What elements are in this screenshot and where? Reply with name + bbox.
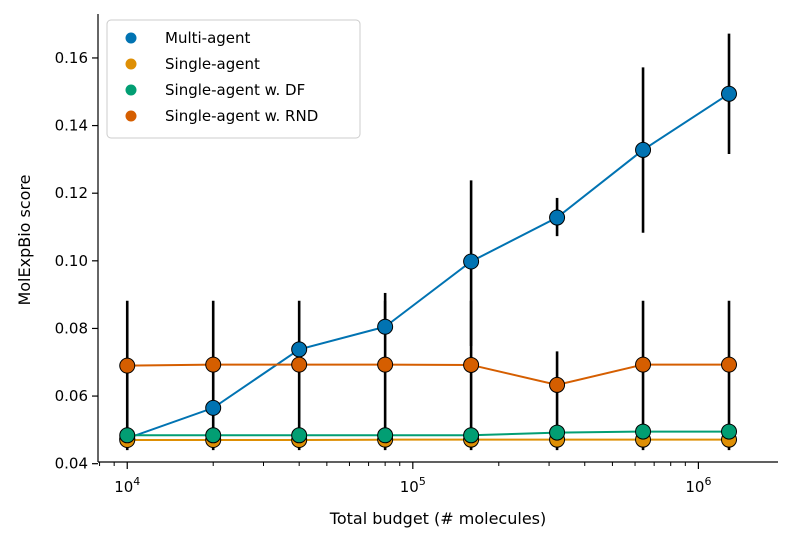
legend-label: Single-agent w. RND xyxy=(165,107,318,125)
series-line xyxy=(127,363,730,386)
data-point xyxy=(463,253,480,270)
y-tick-label: 0.16 xyxy=(55,49,88,67)
data-point xyxy=(463,427,480,444)
data-point xyxy=(205,399,222,416)
y-axis-label: MolExpBio score xyxy=(15,174,34,305)
data-point xyxy=(635,423,652,440)
y-tick-label: 0.10 xyxy=(55,252,88,270)
x-tick-label: 105 xyxy=(400,475,426,496)
series-lines xyxy=(126,92,730,442)
data-point xyxy=(549,376,566,393)
legend-frame xyxy=(106,19,361,139)
data-point xyxy=(291,356,308,373)
x-tick-label: 106 xyxy=(685,475,711,496)
x-ticks: 104 105 106 xyxy=(114,462,711,496)
data-point xyxy=(377,356,394,373)
x-axis-label: Total budget (# molecules) xyxy=(329,509,546,528)
data-point xyxy=(205,356,222,373)
y-tick-label: 0.14 xyxy=(55,117,88,135)
series-line xyxy=(126,92,730,440)
legend-marker xyxy=(125,110,137,122)
y-tick-label: 0.06 xyxy=(55,387,88,405)
legend-label: Single-agent w. DF xyxy=(165,81,305,99)
y-tick-label: 0.12 xyxy=(55,184,88,202)
data-point xyxy=(119,357,136,374)
legend-label: Single-agent xyxy=(165,55,260,73)
y-tick-label: 0.08 xyxy=(55,319,88,337)
legend-label: Multi-agent xyxy=(165,29,251,47)
data-point xyxy=(721,356,738,373)
legend: Multi-agent Single-agent Single-agent w. D… xyxy=(106,19,361,139)
data-point xyxy=(721,423,738,440)
series-line xyxy=(127,430,730,437)
x-tick-label: 104 xyxy=(114,475,140,496)
legend-marker xyxy=(125,32,137,44)
data-point xyxy=(463,356,480,373)
x-minor-ticks xyxy=(99,462,686,466)
series-points xyxy=(119,85,738,449)
data-point xyxy=(377,318,394,335)
data-point xyxy=(635,141,652,158)
data-point xyxy=(635,356,652,373)
legend-marker xyxy=(125,58,137,70)
axes xyxy=(97,14,778,463)
y-ticks: 0.04 0.06 0.08 0.10 0.12 0.14 0.16 xyxy=(55,49,98,473)
data-point xyxy=(549,424,566,441)
legend-marker xyxy=(125,84,137,96)
data-point xyxy=(205,427,222,444)
data-point xyxy=(291,341,308,358)
data-point xyxy=(377,427,394,444)
data-point xyxy=(549,209,566,226)
data-point xyxy=(119,427,136,444)
data-point xyxy=(721,85,738,102)
data-point xyxy=(291,427,308,444)
y-tick-label: 0.04 xyxy=(55,455,88,473)
